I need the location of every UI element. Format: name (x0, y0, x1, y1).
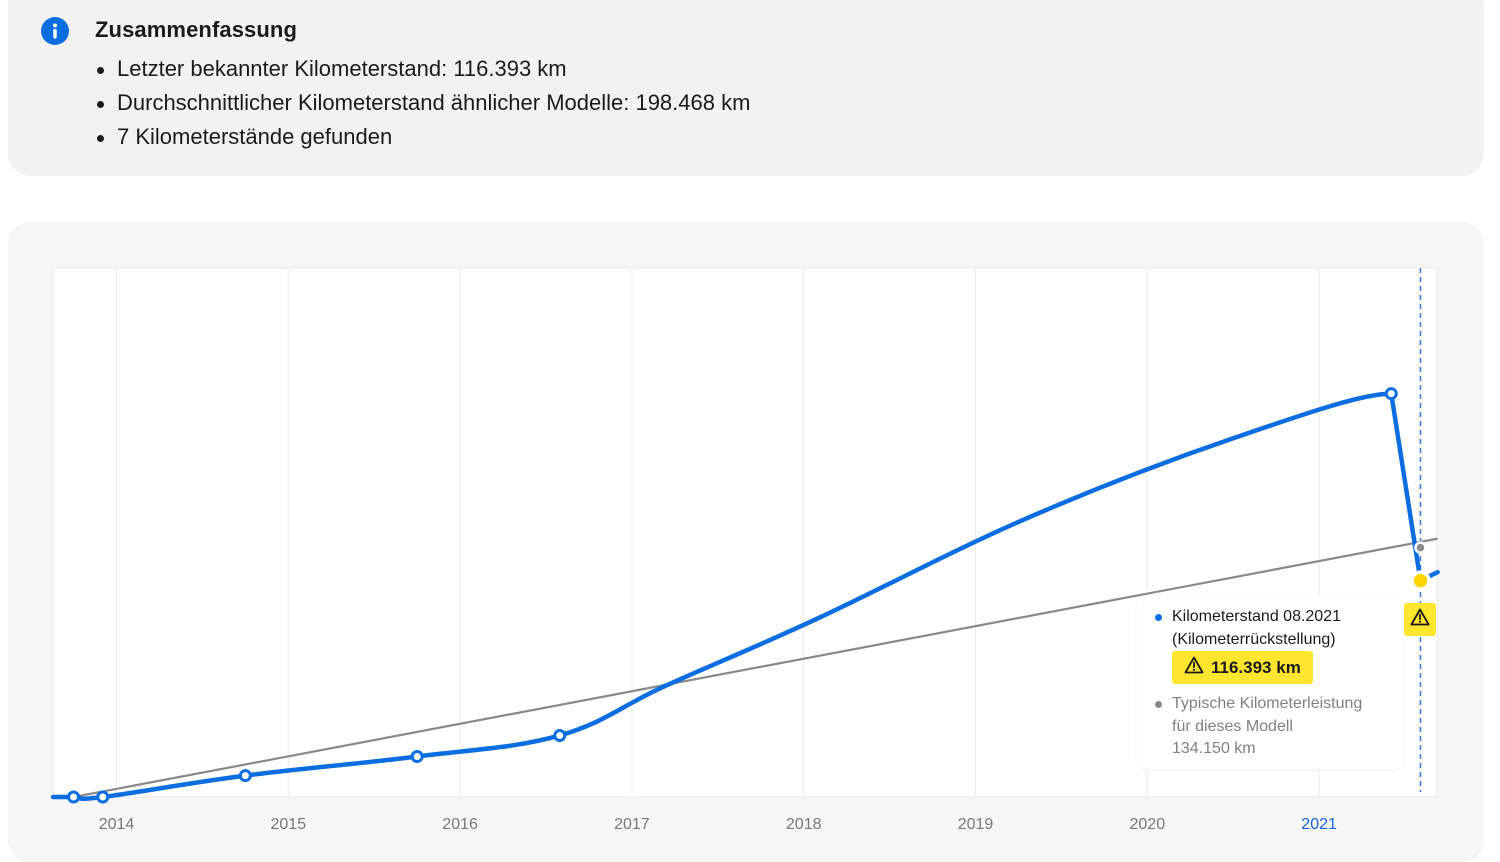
summary-list: Letzter bekannter Kilometerstand: 116.39… (95, 52, 750, 154)
x-tick-label-2021: 2021 (1301, 816, 1337, 833)
reading-point-0[interactable] (67, 790, 81, 804)
chart-tooltip: Kilometerstand 08.2021 (Kilometerrückste… (1137, 596, 1403, 769)
x-tick-label-2014: 2014 (99, 816, 135, 833)
tooltip-typical-line1: Typische Kilometerleistung (1172, 695, 1363, 712)
summary-item-average-mileage: Durchschnittlicher Kilometerstand ähnlic… (95, 86, 750, 120)
reading-points (67, 387, 1431, 804)
mileage-readings-line (50, 391, 1440, 801)
tooltip-typical-line2: für dieses Modell (1172, 717, 1293, 735)
rollback-warning-marker[interactable] (1404, 603, 1436, 636)
reading-point-flagged[interactable] (1410, 570, 1431, 591)
reading-point-5[interactable] (1384, 387, 1398, 401)
x-axis-ticks: 2014 2015 2016 2017 2018 2019 2020 2021 (99, 816, 1337, 833)
warning-icon (1184, 656, 1204, 679)
x-tick-label-2018: 2018 (786, 816, 822, 833)
tooltip-typical-value: 134.150 km (1172, 740, 1256, 757)
readings-legend-dot (1155, 614, 1162, 621)
x-tick-label-2019: 2019 (958, 816, 994, 833)
reading-point-2[interactable] (238, 769, 252, 783)
summary-panel: Zusammenfassung Letzter bekannter Kilome… (8, 0, 1484, 176)
reading-point-4[interactable] (553, 728, 567, 742)
typical-point[interactable] (1414, 541, 1427, 554)
x-tick-label-2016: 2016 (442, 816, 478, 833)
x-tick-label-2017: 2017 (614, 816, 650, 833)
tooltip-value-badge: 116.393 km (1172, 651, 1313, 684)
tooltip-title-line1: Kilometerstand 08.2021 (1172, 608, 1341, 625)
typical-legend-dot (1155, 701, 1162, 708)
summary-item-count: 7 Kilometerstände gefunden (95, 120, 750, 154)
warning-icon (1410, 608, 1430, 631)
summary-item-last-mileage: Letzter bekannter Kilometerstand: 116.39… (95, 52, 750, 86)
reading-point-1[interactable] (96, 790, 110, 804)
reading-point-3[interactable] (410, 749, 424, 763)
tooltip-value: 116.393 km (1211, 657, 1301, 677)
x-tick-label-2020: 2020 (1130, 816, 1166, 833)
tooltip-title: Kilometerstand 08.2021 (Kilometerrückste… (1172, 606, 1341, 651)
tooltip-title-line2: (Kilometerrückstellung) (1172, 630, 1336, 648)
x-tick-label-2015: 2015 (271, 816, 307, 833)
info-icon (41, 17, 69, 45)
summary-title: Zusammenfassung (95, 17, 297, 42)
tooltip-typical: Typische Kilometerleistung für dieses Mo… (1172, 693, 1362, 761)
